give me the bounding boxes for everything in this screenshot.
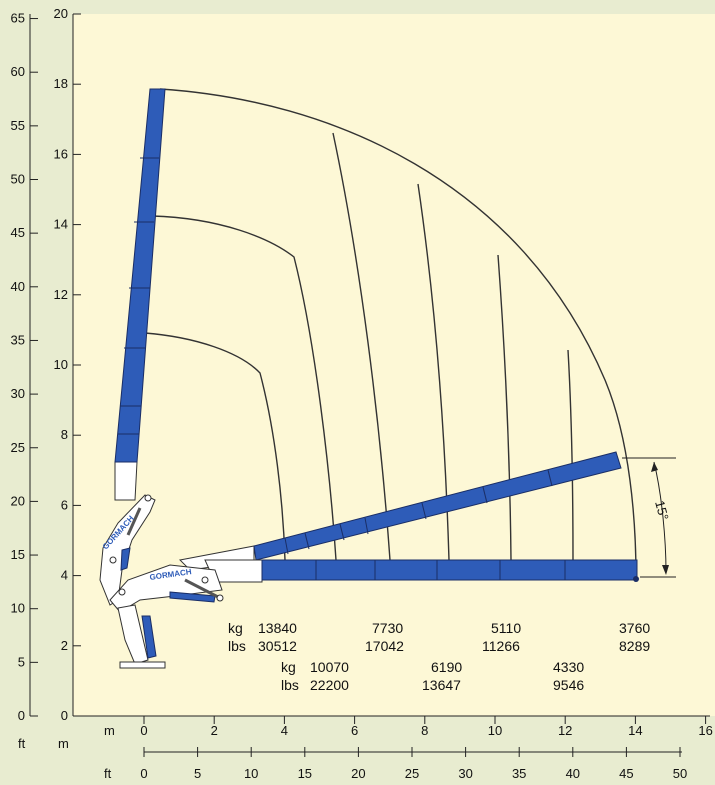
boom-vertical-section: [114, 88, 166, 463]
load-lbs: 13647: [422, 677, 461, 693]
outer-envelope-curve: [159, 88, 637, 578]
boom-horizontal: [204, 559, 639, 583]
load-lbs: 11266: [482, 638, 520, 654]
axes: 0510152025303540455055606524681012141618…: [11, 6, 713, 781]
left-ft-tick-label: 40: [11, 279, 25, 294]
bottom-ft-tick-label: 50: [673, 766, 687, 781]
left-ft-tick-label: 35: [11, 332, 25, 347]
left-m-tick-label: 6: [61, 497, 68, 512]
reach-curves: [144, 88, 637, 578]
bottom-m-tick-label: 0: [140, 723, 147, 738]
bottom-m-tick-label: 12: [558, 723, 572, 738]
plot-area: [73, 14, 715, 716]
left-ft-tick-label: 5: [18, 654, 25, 669]
left-ft-tick-label: 55: [11, 118, 25, 133]
bottom-m-tick-label: 2: [211, 723, 218, 738]
left-m-tick-label: 12: [54, 287, 68, 302]
curve-reach-12: [567, 349, 574, 561]
left-ft-tick-label: 20: [11, 493, 25, 508]
bottom-ft-tick-label: 40: [566, 766, 580, 781]
load-lbs: 17042: [365, 638, 404, 654]
bottom-ft-tick-label: 25: [405, 766, 419, 781]
angle-label: 15°: [652, 499, 672, 522]
bottom-ft-tick-label: 5: [194, 766, 201, 781]
curve-height-11: [144, 332, 286, 561]
load-lbs: 30512: [258, 638, 297, 654]
unit-kg-lower: kg: [281, 659, 296, 675]
left-m-tick-label: 8: [61, 427, 68, 442]
load-kg: 4330: [553, 659, 584, 675]
left-ft-tick-label: 0: [18, 708, 25, 723]
bottom-m-tick-label: 14: [628, 723, 642, 738]
load-lbs: 9546: [553, 677, 584, 693]
left-m-tick-label: 20: [54, 6, 68, 21]
boom-vertical: [114, 88, 166, 501]
unit-kg-upper: kg: [228, 620, 243, 636]
angle-annotation: 15°: [622, 457, 676, 578]
load-lbs: 8289: [619, 638, 650, 654]
bottom-ft-tick-label: 30: [458, 766, 472, 781]
bottom-ft-tick-label: 0: [140, 766, 147, 781]
left-m-tick-label: 0: [61, 708, 68, 723]
load-kg: 10070: [310, 659, 349, 675]
left-ft-tick-label: 30: [11, 386, 25, 401]
left-m-tick-label: 14: [54, 217, 68, 232]
bottom-ft-unit-label: ft: [104, 766, 112, 781]
load-table-lower: kg lbs 10070 22200 6190 13647 4330 9546: [281, 659, 584, 693]
left-ft-tick-label: 25: [11, 440, 25, 455]
left-ft-tick-label: 65: [11, 11, 25, 26]
bottom-m-tick-label: 6: [351, 723, 358, 738]
load-kg: 3760: [619, 620, 650, 636]
left-ft-tick-label: 50: [11, 172, 25, 187]
load-kg: 7730: [372, 620, 403, 636]
left-m-tick-label: 4: [61, 568, 68, 583]
bottom-ft-tick-label: 45: [619, 766, 633, 781]
boom-horizontal-section: [261, 559, 638, 581]
load-kg: 6190: [431, 659, 462, 675]
bottom-ft-tick-label: 35: [512, 766, 526, 781]
curve-height-14: [151, 215, 337, 561]
load-kg: 13840: [258, 620, 297, 636]
bottom-ft-tick-label: 20: [351, 766, 365, 781]
bottom-m-unit-label: m: [104, 723, 115, 738]
bottom-m-tick-label: 16: [698, 723, 712, 738]
bottom-ft-tick-label: 15: [298, 766, 312, 781]
bottom-m-tick-label: 8: [421, 723, 428, 738]
left-ft-tick-label: 10: [11, 601, 25, 616]
bottom-ft-tick-label: 10: [244, 766, 258, 781]
load-table-upper: kg lbs 13840 30512 7730 17042 5110 11266…: [228, 620, 650, 654]
left-m-tick-label: 16: [54, 146, 68, 161]
unit-lbs-upper: lbs: [228, 638, 246, 654]
left-ft-unit-label: ft: [18, 736, 26, 751]
bottom-m-tick-label: 10: [488, 723, 502, 738]
curve-reach-10: [497, 254, 512, 561]
left-m-tick-label: 2: [61, 638, 68, 653]
left-ft-tick-label: 15: [11, 547, 25, 562]
left-m-tick-label: 18: [54, 76, 68, 91]
unit-lbs-lower: lbs: [281, 677, 299, 693]
left-ft-tick-label: 60: [11, 64, 25, 79]
load-lbs: 22200: [310, 677, 349, 693]
left-m-unit-label: m: [58, 736, 69, 751]
left-m-tick-label: 10: [54, 357, 68, 372]
left-ft-tick-label: 45: [11, 225, 25, 240]
boom-15deg-section: [253, 451, 622, 561]
curve-reach-7: [332, 132, 391, 561]
load-kg: 5110: [491, 620, 521, 636]
bottom-m-tick-label: 4: [281, 723, 288, 738]
